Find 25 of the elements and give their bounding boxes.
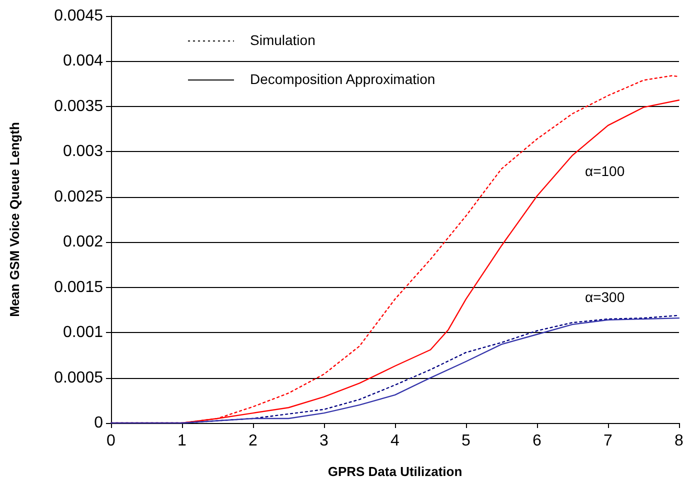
y-tick-label: 0.002	[62, 234, 104, 251]
x-tick-label: 7	[604, 432, 613, 450]
y-tick-label: 0.0035	[54, 98, 104, 115]
annotation: α=300	[585, 289, 625, 305]
x-tick-label: 4	[390, 432, 400, 450]
x-tick-label: 1	[178, 432, 187, 450]
x-tick-label: 5	[462, 432, 471, 450]
y-tick-label: 0.004	[62, 52, 104, 70]
x-axis-title: GPRS Data Utilization	[328, 464, 462, 479]
y-axis-title: Mean GSM Voice Queue Length	[7, 122, 22, 317]
y-tick-label: 0.0025	[54, 188, 104, 206]
annotation: α=100	[585, 163, 625, 179]
y-tick-label: 0.0045	[54, 8, 104, 24]
y-tick-label: 0.0015	[54, 278, 104, 296]
y-tick-label: 0.003	[62, 143, 104, 160]
x-tick-label: 2	[248, 432, 258, 450]
x-tick-label: 6	[532, 432, 542, 450]
y-tick-label: 0	[94, 414, 104, 432]
annotation: Decomposition Approximation	[250, 71, 436, 87]
y-tick-label: 0.001	[62, 324, 104, 342]
annotation: Simulation	[250, 32, 316, 48]
y-tick-label: 0.0005	[54, 369, 104, 386]
x-tick-label: 3	[320, 432, 329, 450]
x-tick-label: 0	[106, 432, 116, 450]
x-tick-label: 8	[674, 432, 684, 450]
